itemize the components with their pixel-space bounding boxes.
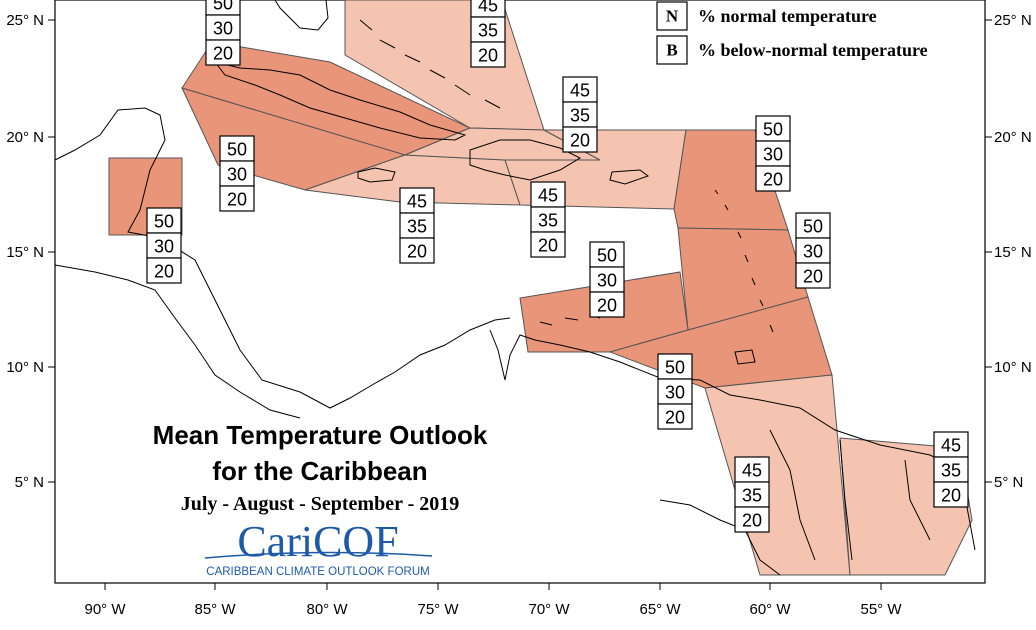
box-above-value: 45 [407,192,427,212]
legend-text: % below-normal temperature [698,40,928,60]
lat-label-left: 5° N [15,474,44,491]
lon-label: 80° W [306,601,348,618]
lat-label-left: 10° N [6,359,44,376]
region-box-belize: 50 30 20 [146,207,182,284]
map-title-line2: for the Caribbean [212,456,427,486]
box-above-value: 45 [478,0,498,16]
box-below-value: 20 [665,408,685,428]
box-above-value: 50 [597,246,617,266]
lon-label: 65° W [639,601,681,618]
box-below-value: 20 [227,190,247,210]
region-box-bahamas: 45 35 20 [470,0,506,68]
box-above-value: 50 [227,140,247,160]
lat-label-right: 25° N [994,12,1032,29]
box-below-value: 20 [538,236,558,256]
box-normal-value: 30 [803,242,823,262]
box-below-value: 20 [763,170,783,190]
lon-label: 90° W [84,601,126,618]
box-normal-value: 35 [538,211,558,231]
caricof-logo: CariCOF CARIBBEAN CLIMATE OUTLOOK FORUM [204,517,433,578]
lat-label-left: 25° N [6,12,44,29]
box-above-value: 50 [763,120,783,140]
region-box-french-guiana: 45 35 20 [933,431,969,508]
box-above-value: 50 [665,358,685,378]
box-below-value: 20 [803,267,823,287]
box-normal-value: 30 [665,383,685,403]
box-normal-value: 35 [742,486,762,506]
region-box-guyana-suriname: 45 35 20 [734,456,770,533]
lat-label-right: 20° N [994,129,1032,146]
box-above-value: 45 [941,436,961,456]
box-below-value: 20 [570,131,590,151]
lon-label: 75° W [417,601,459,618]
lon-label: 60° W [749,601,791,618]
box-below-value: 20 [154,262,174,282]
lat-label-right: 10° N [994,359,1032,376]
box-below-value: 20 [941,486,961,506]
lat-label-left: 20° N [6,129,44,146]
box-normal-value: 30 [154,237,174,257]
region-box-abc-islands: 50 30 20 [589,241,625,318]
region-box-jamaica: 45 35 20 [399,187,435,264]
box-above-value: 50 [803,217,823,237]
legend-key: N [666,7,679,26]
legend-key: B [666,41,677,60]
lat-label-left: 15° N [6,244,44,261]
box-below-value: 20 [407,242,427,262]
box-above-value: 45 [742,461,762,481]
lat-label-right: 15° N [994,244,1032,261]
region-box-leeward: 50 30 20 [755,115,791,192]
box-above-value: 50 [213,0,233,14]
map-title-line1: Mean Temperature Outlook [153,420,488,450]
box-normal-value: 30 [763,145,783,165]
region-box-cuba: 50 30 20 [205,0,241,66]
region-box-puerto-rico: 45 35 20 [562,76,598,153]
box-below-value: 20 [597,296,617,316]
logo-name: CariCOF [237,517,398,566]
box-normal-value: 30 [227,165,247,185]
box-above-value: 45 [538,186,558,206]
box-normal-value: 35 [570,106,590,126]
lon-label: 55° W [860,601,902,618]
box-normal-value: 35 [407,217,427,237]
region-box-windward: 50 30 20 [795,212,831,289]
legend-text: % normal temperature [698,6,877,26]
box-normal-value: 35 [478,21,498,41]
map-period: July - August - September - 2019 [181,493,460,515]
box-above-value: 50 [154,212,174,232]
legend-item-n: N % normal temperature [656,1,877,31]
box-normal-value: 30 [597,271,617,291]
region-box-northwest: 50 30 20 [219,135,255,212]
lat-label-right: 5° N [994,474,1023,491]
box-below-value: 20 [213,44,233,64]
box-normal-value: 35 [941,461,961,481]
legend-item-b: B % below-normal temperature [656,35,928,65]
box-normal-value: 30 [213,19,233,39]
box-above-value: 45 [570,81,590,101]
region-box-trinidad: 50 30 20 [657,353,693,430]
lon-label: 70° W [528,601,570,618]
lon-label: 85° W [194,601,236,618]
logo-subtitle: CARIBBEAN CLIMATE OUTLOOK FORUM [206,566,429,578]
box-below-value: 20 [742,511,762,531]
box-below-value: 20 [478,46,498,66]
region-box-hispaniola: 45 35 20 [530,181,566,258]
